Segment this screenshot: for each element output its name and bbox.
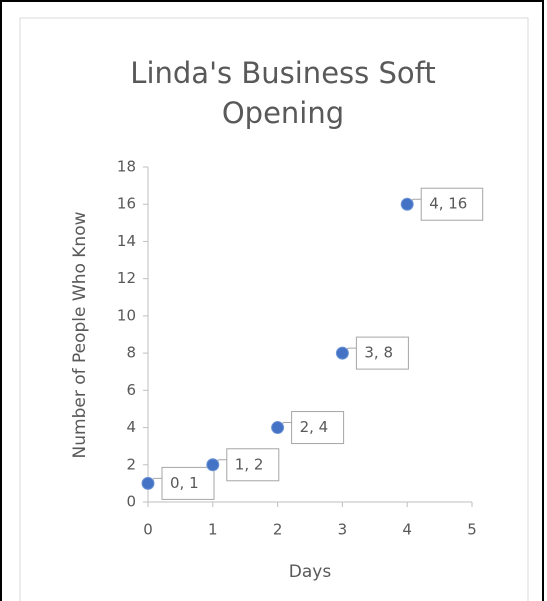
data-label: 4, 16 bbox=[429, 195, 467, 213]
data-label: 2, 4 bbox=[300, 418, 329, 436]
y-tick-label: 0 bbox=[126, 493, 136, 511]
y-axis-label: Number of People Who Know bbox=[70, 211, 90, 458]
data-label-box bbox=[291, 411, 345, 445]
y-tick-label: 14 bbox=[117, 232, 136, 250]
data-label: 3, 8 bbox=[364, 344, 393, 362]
x-tick-label: 3 bbox=[338, 521, 348, 539]
y-tick-label: 18 bbox=[117, 158, 136, 176]
y-tick-label: 8 bbox=[126, 344, 136, 362]
x-axis-label: Days bbox=[289, 562, 332, 582]
x-tick-label: 5 bbox=[467, 521, 477, 539]
chart-area-border bbox=[19, 17, 529, 601]
y-tick-label: 16 bbox=[117, 195, 136, 213]
data-label-box bbox=[161, 466, 215, 500]
data-label: 0, 1 bbox=[170, 474, 199, 492]
y-tick-label: 6 bbox=[126, 381, 136, 399]
y-tick-label: 4 bbox=[126, 418, 136, 436]
y-tick-label: 12 bbox=[117, 269, 136, 287]
x-tick-label: 4 bbox=[402, 521, 412, 539]
point bbox=[271, 421, 285, 435]
point bbox=[335, 346, 349, 360]
data-label-box bbox=[355, 336, 409, 370]
x-tick-label: 0 bbox=[143, 521, 153, 539]
data-label: 1, 2 bbox=[235, 455, 264, 473]
point bbox=[206, 458, 220, 472]
data-label-box bbox=[226, 448, 280, 482]
chart-title: Linda's Business Soft bbox=[130, 56, 435, 90]
y-tick-label: 2 bbox=[126, 455, 136, 473]
chart-title: Opening bbox=[222, 96, 344, 130]
point bbox=[400, 197, 414, 211]
x-tick-label: 2 bbox=[273, 521, 283, 539]
point bbox=[141, 476, 155, 490]
x-tick-label: 1 bbox=[208, 521, 218, 539]
data-label-box bbox=[420, 187, 484, 221]
y-tick-label: 10 bbox=[117, 306, 136, 324]
